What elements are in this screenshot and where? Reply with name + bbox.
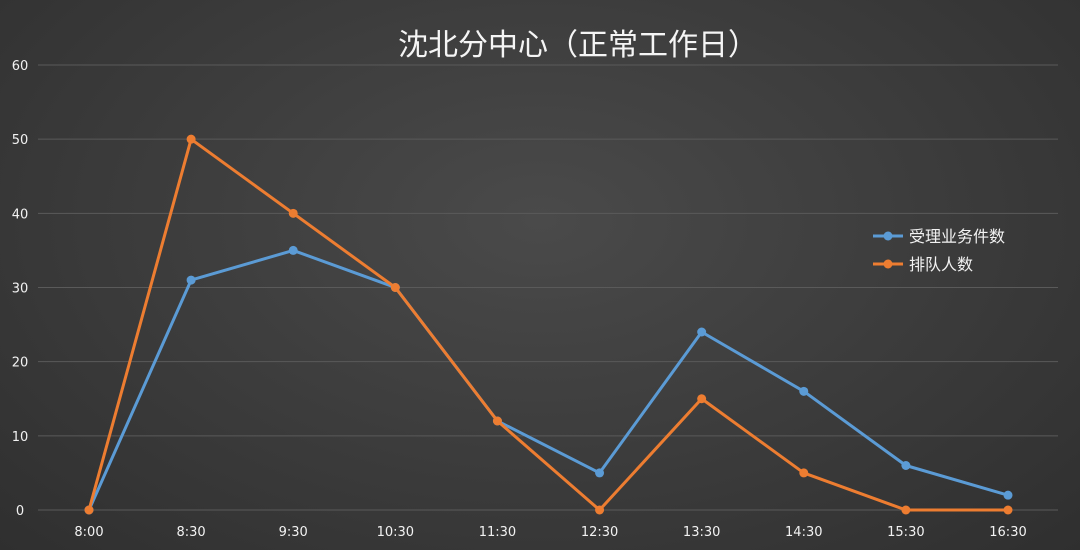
y-axis-tick-labels: 0 10 20 30 40 50 60	[12, 59, 29, 519]
y-tick-label: 60	[12, 59, 29, 74]
y-tick-label: 40	[12, 207, 29, 222]
legend-label: 受理业务件数	[909, 227, 1005, 246]
legend-label: 排队人数	[909, 255, 973, 274]
y-tick-label: 50	[12, 133, 29, 148]
x-tick-label: 16:30	[989, 525, 1026, 540]
legend-item: 排队人数	[873, 255, 973, 274]
y-tick-label: 10	[12, 430, 29, 445]
x-tick-label: 8:30	[177, 525, 206, 540]
series-line	[87, 248, 1010, 512]
data-point	[1003, 490, 1013, 500]
data-point	[799, 386, 809, 396]
legend-marker	[883, 231, 893, 241]
data-point	[288, 245, 298, 255]
data-point	[288, 208, 298, 218]
series-1	[84, 134, 1013, 515]
data-point	[901, 505, 911, 515]
data-point	[697, 394, 707, 404]
data-point	[697, 327, 707, 337]
data-point	[901, 461, 911, 470]
series-lines	[84, 134, 1013, 515]
data-point	[595, 505, 605, 515]
data-point	[799, 468, 809, 478]
chart-title: 沈北分中心（正常工作日）	[398, 28, 758, 63]
y-tick-label: 30	[12, 282, 29, 297]
data-point	[186, 275, 196, 285]
x-axis-tick-labels: 8:00 8:30 9:30 10:30 11:30 12:30 13:30 14:30 15:…	[74, 525, 1026, 540]
series-line	[87, 137, 1010, 512]
x-tick-label: 10:30	[377, 525, 414, 540]
data-point	[390, 283, 400, 292]
data-point	[595, 468, 605, 478]
data-point	[84, 505, 94, 515]
legend-item: 受理业务件数	[873, 227, 1005, 246]
x-tick-label: 15:30	[887, 525, 924, 540]
x-tick-label: 13:30	[683, 525, 720, 540]
data-point	[186, 134, 196, 144]
y-tick-label: 20	[12, 356, 29, 371]
grid-lines	[38, 64, 1058, 511]
x-tick-label: 11:30	[479, 525, 516, 540]
x-tick-label: 12:30	[581, 525, 618, 540]
x-tick-label: 14:30	[785, 525, 822, 540]
legend-marker	[883, 259, 893, 269]
data-point	[492, 416, 502, 426]
data-point	[1003, 505, 1013, 515]
x-tick-label: 8:00	[74, 525, 103, 540]
x-tick-label: 9:30	[279, 525, 308, 540]
series-0	[84, 245, 1013, 515]
y-tick-label: 0	[16, 504, 24, 519]
